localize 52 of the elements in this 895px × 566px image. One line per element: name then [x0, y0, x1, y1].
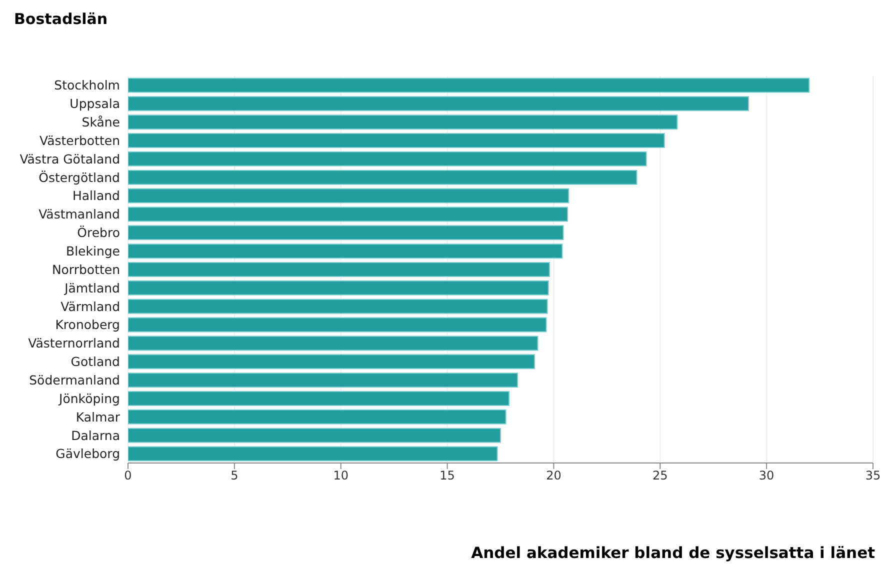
y-tick-label: Dalarna: [71, 428, 120, 443]
bar: [128, 206, 568, 222]
bar: [128, 225, 564, 240]
bar: [128, 151, 647, 166]
x-tick-label: 30: [758, 468, 774, 483]
y-tick-label: Halland: [72, 188, 120, 204]
bar: [128, 262, 550, 277]
x-tick-label: 10: [333, 468, 348, 483]
bar: [128, 280, 549, 296]
bar: [128, 390, 510, 406]
bar: [128, 298, 548, 314]
bar: [128, 317, 547, 332]
y-tick-label: Kalmar: [76, 409, 121, 424]
x-tick-label: 5: [230, 468, 238, 483]
x-tick-label: 15: [440, 468, 455, 483]
y-tick-label: Södermanland: [29, 372, 120, 388]
x-tick-label: 25: [652, 468, 668, 483]
y-tick-label: Blekinge: [66, 244, 120, 259]
bar: [128, 114, 678, 130]
bar: [128, 354, 536, 370]
y-tick-label: Norrbotten: [52, 262, 120, 277]
y-tick-label: Värmland: [60, 298, 120, 314]
bar: [128, 409, 506, 424]
bar: [128, 428, 501, 443]
y-tick-label: Västernorrland: [28, 336, 120, 351]
y-tick-label: Kronoberg: [55, 317, 120, 332]
y-tick-label: Östergötland: [38, 170, 120, 185]
y-tick-label: Gotland: [70, 354, 120, 370]
y-tick-label: Örebro: [77, 225, 120, 240]
bar: [128, 446, 498, 462]
x-tick-label: 20: [546, 468, 562, 483]
y-tick-label: Gävleborg: [56, 446, 120, 462]
y-tick-label: Uppsala: [70, 96, 120, 112]
y-tick-label: Västra Götaland: [20, 151, 120, 166]
x-axis-title: Andel akademiker bland de sysselsatta i länet: [471, 544, 875, 562]
bar: [128, 244, 563, 259]
x-tick-label: 35: [865, 468, 881, 483]
chart-title: Bostadslän: [14, 10, 108, 28]
bar: [128, 336, 538, 351]
bar: [128, 78, 810, 93]
x-tick-label: 0: [124, 468, 132, 483]
y-tick-label: Jämtland: [64, 280, 120, 296]
bar: [128, 96, 749, 112]
bar: [128, 372, 518, 388]
bar: [128, 170, 638, 185]
bar: [128, 132, 665, 148]
y-tick-label: Skåne: [82, 114, 120, 130]
bar: [128, 188, 570, 204]
y-tick-label: Västmanland: [38, 206, 120, 222]
y-tick-label: Jönköping: [58, 390, 120, 406]
y-tick-label: Stockholm: [54, 78, 120, 93]
y-tick-label: Västerbotten: [40, 132, 120, 148]
